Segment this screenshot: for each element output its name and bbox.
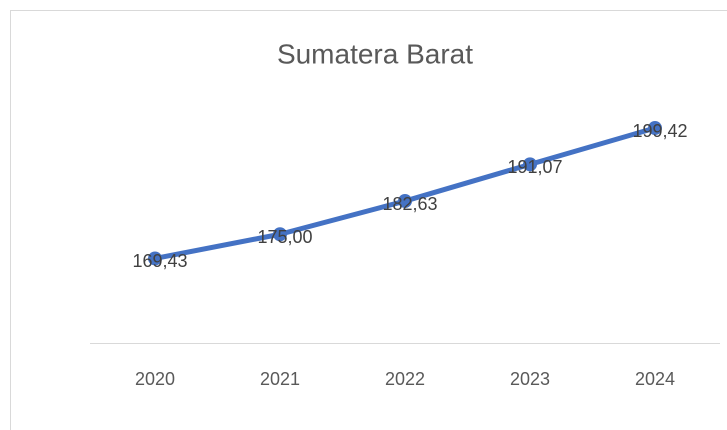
data-label: 175,00 (257, 227, 312, 247)
marker (648, 121, 662, 136)
data-label: 182,63 (382, 194, 437, 214)
marker (273, 227, 287, 242)
chart-title: Sumatera Barat (277, 38, 473, 69)
marker (398, 194, 412, 209)
chart-border (10, 10, 727, 430)
x-tick-label: 2023 (510, 369, 550, 389)
data-label: 199,42 (632, 121, 687, 141)
x-tick-label: 2022 (385, 369, 425, 389)
data-label: 169,43 (132, 251, 187, 271)
marker (523, 157, 537, 172)
x-tick-label: 2024 (635, 369, 675, 389)
x-tick-label: 2021 (260, 369, 300, 389)
marker (148, 251, 162, 266)
x-tick-label: 2020 (135, 369, 175, 389)
data-label: 191,07 (507, 157, 562, 177)
